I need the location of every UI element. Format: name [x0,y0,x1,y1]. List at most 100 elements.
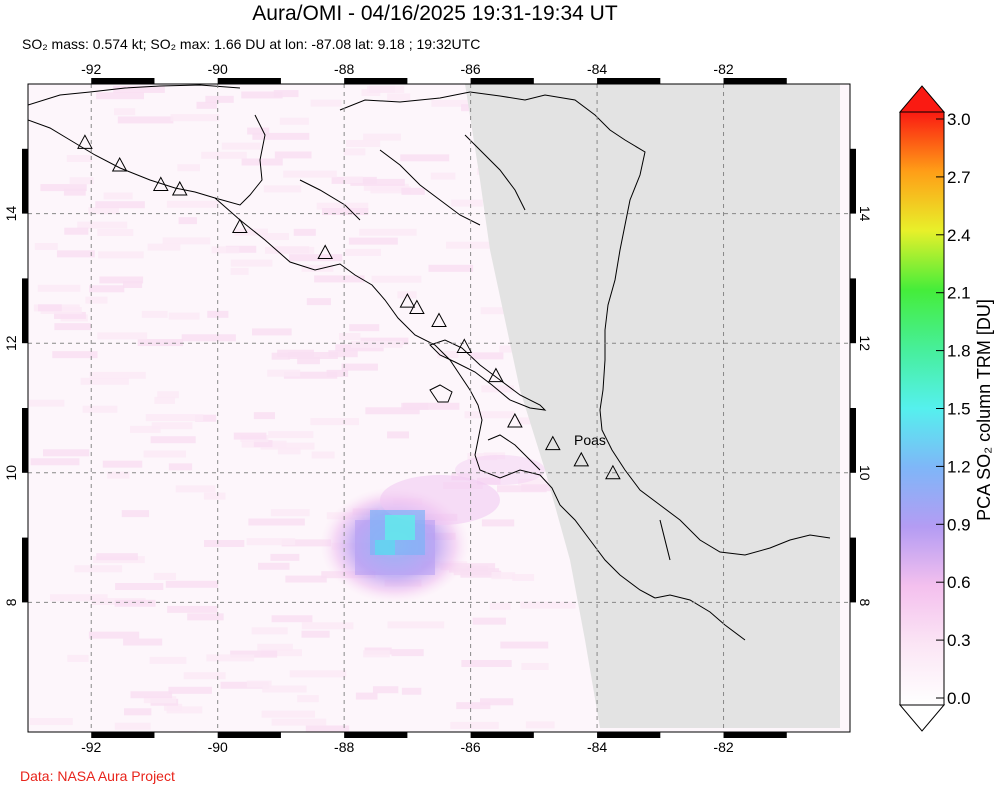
noise-cell [437,351,459,359]
edge-bar-lon [597,78,661,84]
noise-cell [177,164,201,172]
volcano-icon [399,293,416,308]
noise-cell [306,298,331,306]
no-data-swath [465,84,840,728]
noise-cell [37,304,62,312]
noise-cell [145,414,204,422]
noise-cell [297,695,319,703]
colorbar-tick-label: 0.3 [947,631,971,650]
noise-cell [203,492,226,500]
noise-cell [203,540,245,548]
colorbar-tick-label: 0.0 [947,689,971,708]
noise-cell [479,698,514,706]
noise-cell [85,296,108,304]
lon-tick-label: -88 [334,739,354,755]
noise-cell [168,686,212,694]
noise-cell [96,553,138,561]
noise-cell [489,602,511,610]
noise-cell [53,311,86,319]
noise-cell [464,411,515,419]
noise-cell [115,583,164,591]
noise-cell [241,91,283,99]
noise-cell [130,691,173,699]
noise-cell [247,127,270,135]
noise-cell [391,649,424,657]
noise-cell [428,264,474,272]
lon-tick-label: -90 [208,739,228,755]
noise-cell [40,184,87,192]
noise-cell [123,638,163,646]
noise-cell [363,650,390,658]
noise-cell [258,562,290,570]
volcano-icon [152,176,169,191]
noise-cell [137,339,184,347]
noise-cell [64,227,89,235]
noise-cell [301,264,334,272]
noise-cell [28,399,65,407]
noise-cell [341,363,378,371]
noise-cell [401,187,425,195]
noise-cell [50,594,108,602]
edge-bar-lon [470,78,534,84]
noise-cell [451,199,483,207]
edge-bar-lat [22,148,28,214]
noise-cell [260,649,303,657]
noise-cell [310,418,359,426]
noise-cell [321,208,369,216]
noise-cell [52,351,98,359]
noise-cell [314,275,365,283]
noise-cell [310,99,342,107]
noise-cell [221,142,261,150]
noise-cell [252,132,310,140]
lon-tick-label: -88 [334,61,354,77]
noise-cell [95,201,145,209]
lon-tick-label: -92 [81,739,101,755]
noise-cell [234,228,268,236]
noise-cell [114,599,156,607]
volcano-label-poas: Poas [574,432,606,448]
noise-cell [74,565,123,573]
noise-cell [516,417,537,425]
noise-cell [268,431,314,439]
noise-cell [248,518,305,526]
noise-cell [456,702,491,710]
noise-cell [316,202,369,210]
noise-cell [387,431,409,439]
volcano-icon [111,156,128,172]
edge-bar-lon [91,78,155,84]
edge-bar-lon [723,78,787,84]
noise-cell [153,572,177,580]
noise-cell [207,310,229,318]
noise-cell [96,92,145,100]
noise-cell [143,696,177,704]
lon-tick-label: -86 [460,739,480,755]
lon-tick-label: -84 [587,61,607,77]
noise-cell [301,630,330,638]
noise-cell [273,90,299,98]
noise-cell [201,151,247,159]
noise-cell [387,93,411,101]
coastlines [28,84,831,641]
noise-cell [491,572,516,580]
edge-bar-lon [597,732,661,738]
noise-cell [372,686,399,694]
colorbar-tick-label: 2.1 [947,284,971,303]
colorbar-title: PCA SO₂ column TRM [DU] [974,299,994,521]
noise-cell [431,99,469,107]
noise-cell [34,242,58,250]
noise-cell [283,371,338,379]
noise-cell [355,692,378,700]
noise-cell [63,188,86,196]
lon-tick-label: -84 [587,739,607,755]
edge-bar-lon [344,732,408,738]
colorbar-tick-label: 0.6 [947,573,971,592]
noise-cell [97,332,148,340]
noise-cell [157,391,179,399]
noise-cell [301,622,354,630]
noise-cell [103,192,133,200]
noise-cell [183,672,226,680]
noise-cell [168,312,200,320]
noise-cell [178,217,197,225]
noise-cell [97,229,134,237]
noise-cell [167,605,218,613]
